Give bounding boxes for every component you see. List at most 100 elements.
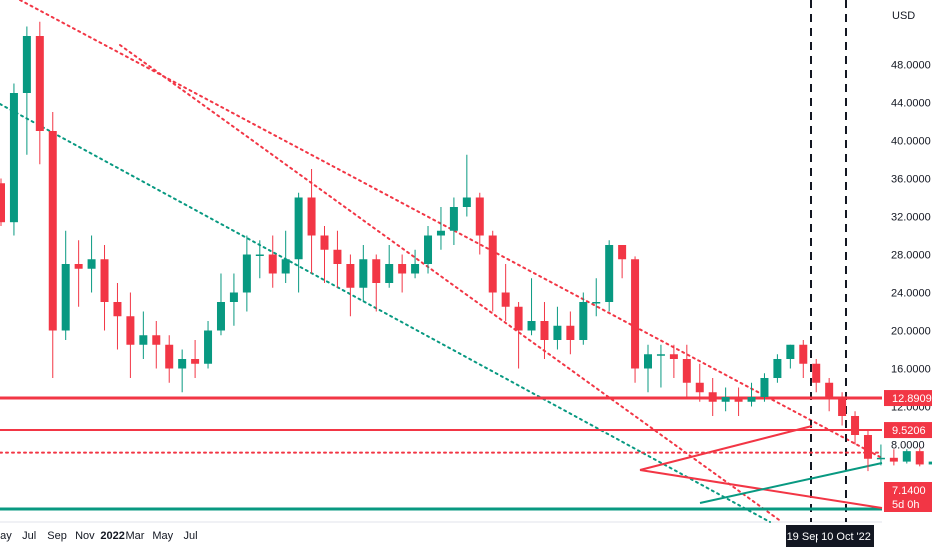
price-tag-bg [884,390,932,407]
candle-body [462,197,471,207]
candle-body [152,335,161,345]
candle-body [553,325,562,340]
candle-body [307,197,316,236]
candle-body [398,264,407,274]
candle-body [527,321,536,331]
candle-body [812,363,821,383]
date-marker-tag: 10 Oct '22 [818,525,874,547]
candle-body [436,230,445,236]
y-tick-label: 24.0000 [891,288,931,300]
candle-body [48,131,57,331]
x-tick-label: Nov [75,530,95,542]
candle-body [320,235,329,250]
x-tick-label: Jul [184,530,198,542]
date-marker-tag: 19 Sep [786,525,822,547]
price-tag: 12.8909 [884,390,932,407]
price-tag: 9.5206 [884,422,932,439]
price-tag-label: 5d 0h [892,499,920,511]
price-tag: 5d 0h [884,496,932,512]
dotted-support-trend-line [0,103,771,523]
candle-body [333,249,342,264]
y-tick-label: 28.0000 [891,250,931,262]
candle-body [618,245,627,260]
candle-body [216,302,225,331]
candle-body [851,416,860,435]
candle-body [656,354,665,356]
candle-body [0,183,5,223]
candle-body [424,235,433,264]
x-tick-label: Mar [125,530,144,542]
candle-body [255,254,264,256]
candle-body [488,235,497,293]
y-tick-label: 44.0000 [891,98,931,110]
price-tags: 12.8909 9.5206 7.1400 5d 0h [884,390,932,512]
candle-body [579,302,588,340]
trend-lines [0,0,883,523]
candle-body [514,306,523,331]
candle-body [605,245,614,302]
candle-body [268,254,277,274]
price-tag-bg [884,422,932,439]
candle-body [889,457,898,462]
candle-body [411,264,420,274]
price-tag-label: 7.1400 [892,485,926,497]
price-tag-label: 12.8909 [892,393,932,405]
candle-body [760,378,769,397]
y-tick-label: 16.0000 [891,364,931,376]
candle-body [863,435,872,459]
candle-body [61,264,70,331]
wedge-upper-line [639,425,813,471]
x-tick-label: May [152,530,173,542]
candle-body [126,316,135,345]
rising-support-line [699,462,883,504]
price-tag-bg [884,496,932,512]
x-tick-label: 2022 [100,530,124,542]
candle-body [281,259,290,274]
candle-body [229,292,238,302]
candle-body [669,354,678,359]
y-tick-label: 8.0000 [891,440,925,452]
candle-body [773,359,782,378]
candle-body [35,36,44,131]
candle-body [799,344,808,364]
candle-body [113,302,122,317]
candle-body [695,382,704,393]
candle-body [631,259,640,369]
price-tag-label: 9.5206 [892,425,926,437]
candle-body [139,335,148,345]
candle-body [165,344,174,369]
candle-body [372,259,381,283]
candle-body [838,397,847,416]
candle-body [825,382,834,397]
y-tick-label: 20.0000 [891,326,931,338]
candle-body [191,359,200,364]
x-tick-label: Sep [47,530,67,542]
date-marker-bg [786,525,822,547]
y-tick-label: 36.0000 [891,174,931,186]
currency-label: USD [892,10,915,22]
candle-body [708,392,717,402]
candle-body [566,325,575,340]
candle-body [22,36,31,93]
y-tick-label: 40.0000 [891,136,931,148]
price-axis[interactable]: USD 48.0000 44.0000 40.0000 36.0000 32.0000 2… [891,10,931,452]
candle-body [644,354,652,369]
candle-body [876,457,885,460]
candle-body [178,359,187,369]
candle-body [721,397,730,402]
candle-body [346,264,355,288]
price-tag-bg [884,482,932,498]
price-tag: 7.1400 [884,482,932,498]
candle-body [100,259,109,302]
date-marker-label: 10 Oct '22 [821,531,871,543]
candle-body [902,451,911,462]
candlestick-series [0,21,932,472]
candle-body [747,397,756,402]
candle-body [294,197,303,260]
candle-body [449,207,458,231]
y-tick-label: 48.0000 [891,60,931,72]
candle-body [915,451,924,465]
candle-body [786,344,795,359]
